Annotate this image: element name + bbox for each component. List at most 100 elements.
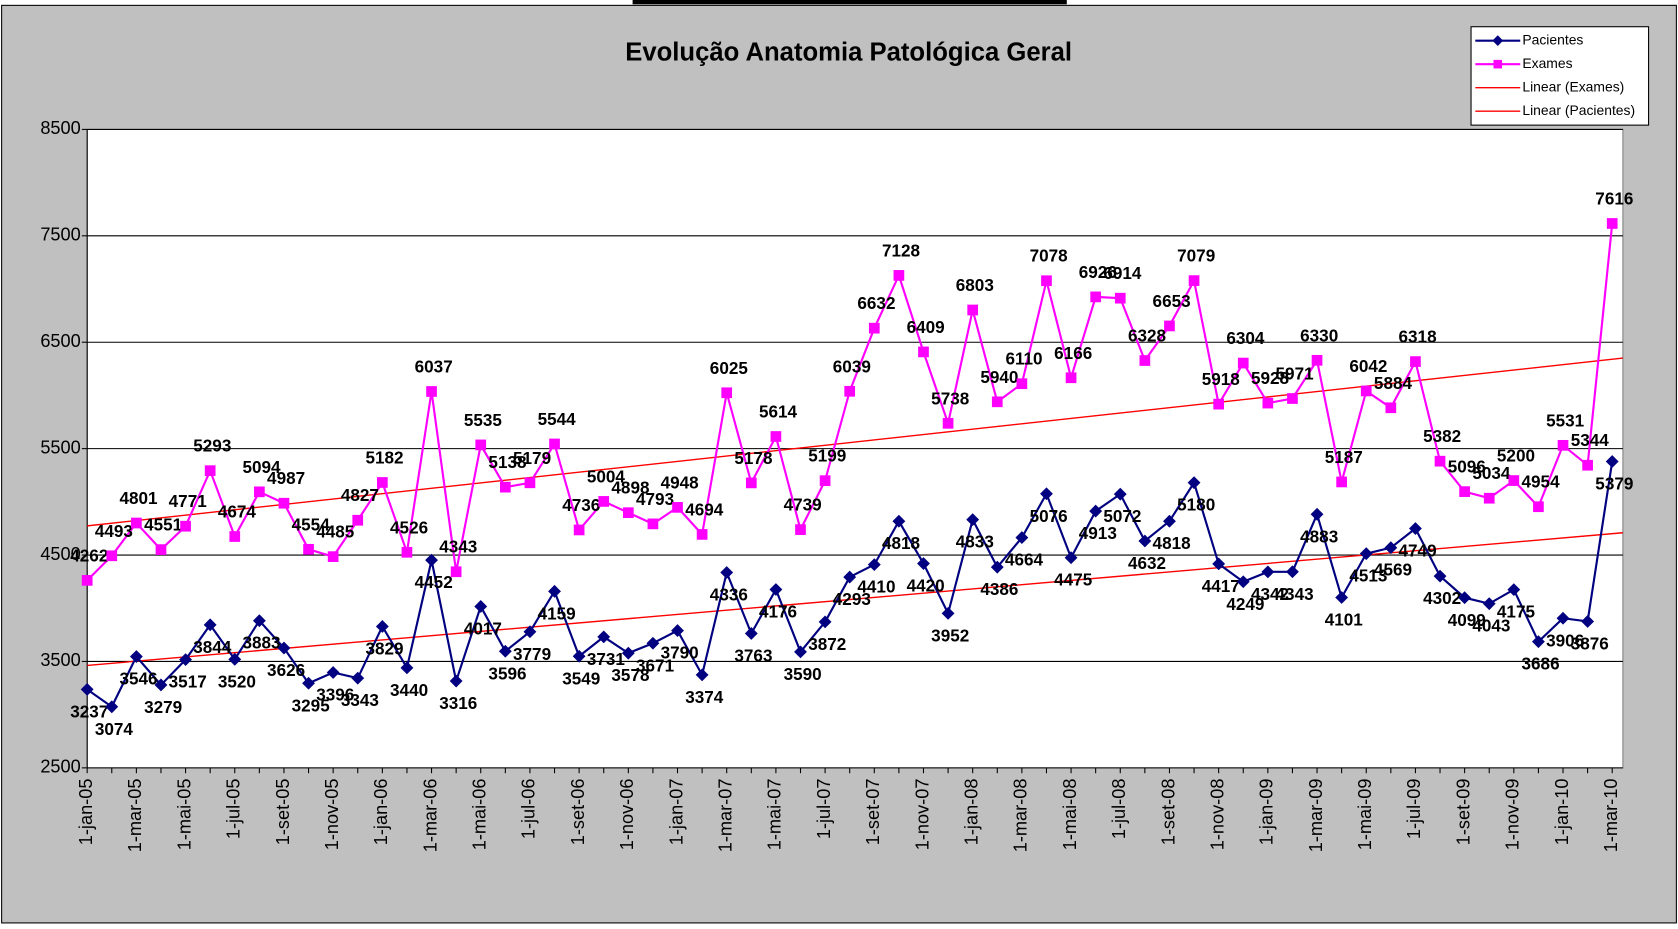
marker xyxy=(80,683,94,696)
marker xyxy=(327,551,339,562)
marker xyxy=(524,477,536,489)
data-label: 4833 xyxy=(956,533,994,552)
marker xyxy=(770,431,782,442)
marker xyxy=(1410,356,1421,367)
data-label: 3546 xyxy=(119,670,157,689)
marker xyxy=(621,646,635,660)
marker xyxy=(228,652,242,666)
data-label: 3844 xyxy=(193,638,232,657)
data-label: 4342 xyxy=(1251,585,1289,604)
chart-title: Evolução Anatomia Patológica Geral xyxy=(625,38,1072,66)
marker xyxy=(155,544,167,555)
x-tick-label: 1-jan-08 xyxy=(961,779,981,846)
data-label: 4674 xyxy=(218,503,257,522)
x-tick-label: 1-jul-09 xyxy=(1404,779,1424,840)
data-label: 4827 xyxy=(341,486,379,505)
data-label: 4493 xyxy=(95,522,133,541)
data-label: 4554 xyxy=(292,515,331,534)
marker xyxy=(1113,487,1127,501)
data-label: 4551 xyxy=(144,516,183,535)
legend-label: Exames xyxy=(1522,55,1572,71)
marker xyxy=(1606,218,1618,229)
x-tick-label: 1-mai-09 xyxy=(1355,779,1375,851)
marker xyxy=(1507,583,1521,597)
marker xyxy=(1139,355,1151,366)
data-label: 4987 xyxy=(267,469,305,488)
marker xyxy=(352,514,364,526)
data-label: 5884 xyxy=(1374,374,1413,393)
data-label: 4818 xyxy=(1153,534,1191,553)
marker xyxy=(867,558,881,572)
marker xyxy=(844,385,856,397)
data-label: 5076 xyxy=(1030,507,1068,526)
legend-label: Linear (Exames) xyxy=(1522,78,1624,94)
data-label: 4664 xyxy=(1005,551,1044,570)
x-tick-label: 1-jul-05 xyxy=(224,779,244,840)
data-label: 6166 xyxy=(1054,344,1092,363)
data-label: 3906 xyxy=(1546,631,1584,650)
data-label: 5094 xyxy=(242,458,281,477)
data-label: 3686 xyxy=(1522,655,1560,674)
marker xyxy=(646,636,660,650)
data-label: 7078 xyxy=(1030,247,1068,266)
x-tick-label: 1-mai-08 xyxy=(1060,779,1080,851)
data-label: 6039 xyxy=(833,357,871,376)
marker xyxy=(991,396,1003,408)
marker xyxy=(818,615,832,629)
data-label: 3374 xyxy=(685,688,724,707)
x-tick-label: 1-jan-07 xyxy=(666,779,686,846)
marker xyxy=(597,630,611,644)
data-label: 5535 xyxy=(464,411,503,430)
marker xyxy=(1164,320,1175,332)
marker xyxy=(180,520,191,532)
x-tick-label: 1-jul-07 xyxy=(814,779,834,840)
marker xyxy=(326,666,340,679)
data-label: 4417 xyxy=(1202,577,1240,596)
grid: 2500 3500 4500 5500 6500 7500 8500 1-jan-05 1-ma… xyxy=(40,118,1623,852)
y-tick-label: 2500 xyxy=(40,757,80,777)
marker xyxy=(105,700,119,714)
data-label: 4883 xyxy=(1300,527,1338,546)
data-label: 3872 xyxy=(808,635,846,654)
data-label: 5382 xyxy=(1423,427,1461,446)
x-tick-label: 1-mai-06 xyxy=(470,779,490,851)
marker xyxy=(499,481,511,493)
x-tick-label: 1-mar-08 xyxy=(1011,779,1031,853)
data-label: 7616 xyxy=(1595,189,1633,208)
data-label: 5918 xyxy=(1202,370,1240,389)
marker xyxy=(1041,275,1052,287)
marker xyxy=(1581,615,1595,628)
data-label: 4694 xyxy=(685,500,724,519)
marker xyxy=(203,618,217,632)
x-tick-label: 1-jul-06 xyxy=(519,779,539,840)
data-label: 4569 xyxy=(1374,561,1412,580)
marker xyxy=(1508,475,1520,486)
x-tick-label: 1-set-08 xyxy=(1158,779,1178,846)
marker xyxy=(941,606,955,620)
x-tick-label: 1-nov-05 xyxy=(322,779,342,851)
marker xyxy=(1533,501,1544,513)
marker xyxy=(819,475,831,487)
data-label: 6304 xyxy=(1226,329,1265,348)
x-tick-label: 1-mar-10 xyxy=(1601,779,1621,853)
marker xyxy=(622,507,634,519)
x-tick-label: 1-set-05 xyxy=(273,779,293,846)
data-label: 3952 xyxy=(931,626,969,645)
data-label: 3517 xyxy=(169,673,207,692)
data-label: 3295 xyxy=(292,696,331,715)
data-label: 4913 xyxy=(1079,524,1117,543)
data-label: 5531 xyxy=(1546,411,1585,430)
data-label: 4101 xyxy=(1325,611,1364,630)
marker xyxy=(967,304,979,316)
data-label: 4954 xyxy=(1522,473,1561,492)
data-label: 3578 xyxy=(611,666,649,685)
x-tick-label: 1-set-09 xyxy=(1453,779,1473,846)
x-tick-label: 1-nov-09 xyxy=(1503,779,1523,851)
data-label: 5004 xyxy=(587,467,626,486)
marker xyxy=(720,566,734,579)
data-label: 3876 xyxy=(1571,634,1609,653)
data-label: 6653 xyxy=(1153,292,1191,311)
data-label: 5199 xyxy=(808,447,846,466)
marker xyxy=(647,518,659,530)
data-label: 5072 xyxy=(1103,507,1141,526)
